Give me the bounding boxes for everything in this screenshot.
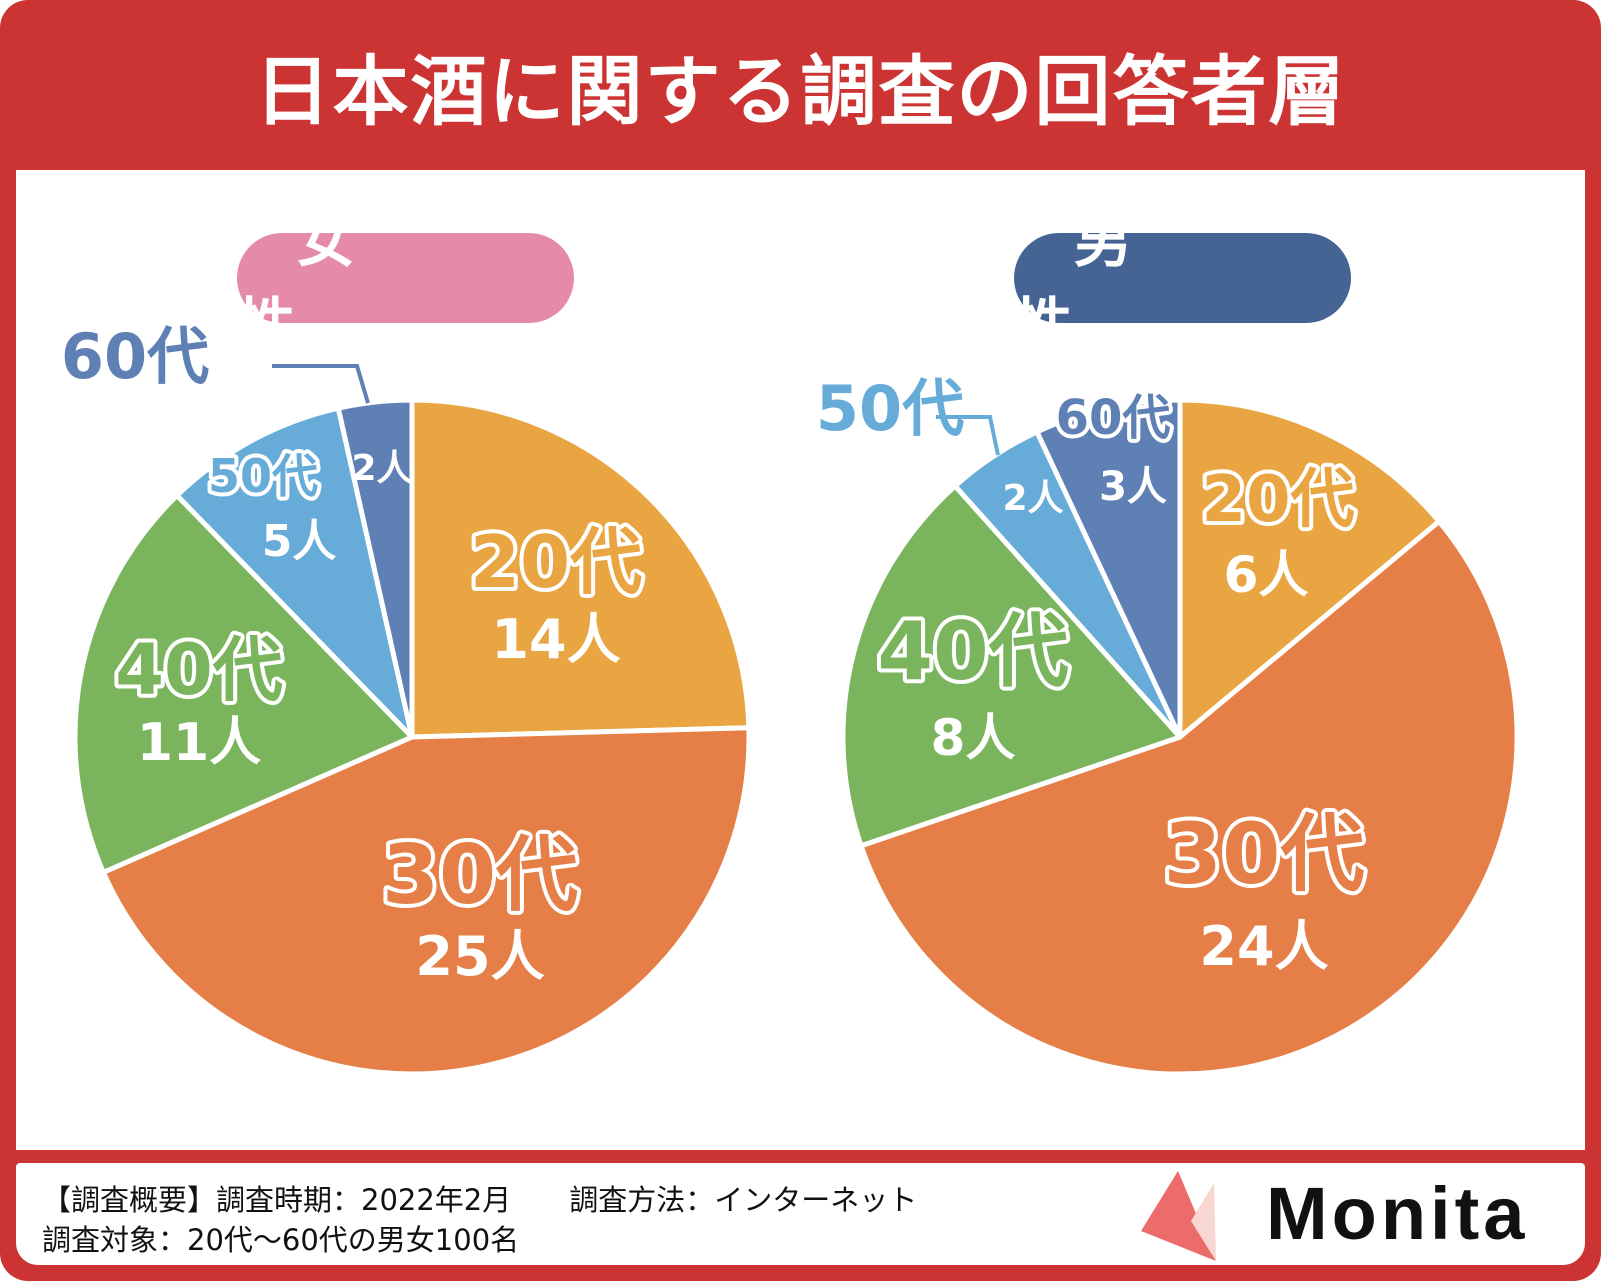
slice-age-label: 20代 xyxy=(1201,463,1354,537)
male-pie: 20代 6人 30代 24人 40代 8人 50代 2人 60代 3人 xyxy=(816,372,1520,1077)
slice-count-label: 8人 xyxy=(931,709,1016,767)
slice-age-label: 40代 xyxy=(115,629,282,711)
slice-age-label: 40代 xyxy=(877,605,1068,698)
pie-slice-50代 xyxy=(174,405,415,740)
slice-count-label: 11人 xyxy=(137,713,261,773)
pie-slice-20代 xyxy=(409,397,752,740)
slice-count-label: 3人 xyxy=(1099,464,1167,510)
pie-slice-30代 xyxy=(100,725,752,1077)
pie-slice-60代 xyxy=(1034,397,1183,740)
logo-text: Monita xyxy=(1266,1172,1529,1255)
pie-slice-30代 xyxy=(858,518,1520,1077)
leader-line xyxy=(936,415,1000,456)
slice-age-label: 30代 xyxy=(1164,805,1365,903)
slice-count-label: 2人 xyxy=(1002,478,1063,519)
pie-slice-40代 xyxy=(840,483,1183,849)
slice-count-label: 24人 xyxy=(1199,915,1328,978)
slice-age-label: 60代 xyxy=(1056,390,1171,446)
leader-line xyxy=(272,364,370,404)
slice-count-label: 5人 xyxy=(262,516,337,567)
slice-age-label: 50代 xyxy=(208,449,318,503)
slice-count-label: 14人 xyxy=(491,608,620,671)
slice-age-label: 30代 xyxy=(382,828,578,923)
slice-age-label: 60代 xyxy=(61,320,209,393)
page-title: 日本酒に関する調査の回答者層 xyxy=(254,47,1347,136)
pie-slice-20代 xyxy=(1177,397,1442,740)
survey-summary-line1: 【調査概要】調査時期：2022年2月 調査方法：インターネット xyxy=(42,1183,918,1217)
monita-logo: Monita xyxy=(1116,1171,1576,1261)
female-pill: 女 性 xyxy=(237,207,574,359)
slice-count-label: 25人 xyxy=(415,925,544,988)
pie-slice-60代 xyxy=(335,397,415,740)
survey-summary-line2: 調査対象：20代～60代の男女100名 xyxy=(42,1223,520,1257)
slice-age-label: 20代 xyxy=(470,520,642,604)
logo-triangle-icon xyxy=(1141,1171,1216,1261)
slice-count-label: 2人 xyxy=(351,448,412,489)
slice-age-label: 50代 xyxy=(816,372,964,445)
pie-slice-40代 xyxy=(72,492,415,875)
slice-count-label: 6人 xyxy=(1224,546,1309,604)
footer: 【調査概要】調査時期：2022年2月 調査方法：インターネット 調査対象：20代… xyxy=(16,1163,1585,1265)
